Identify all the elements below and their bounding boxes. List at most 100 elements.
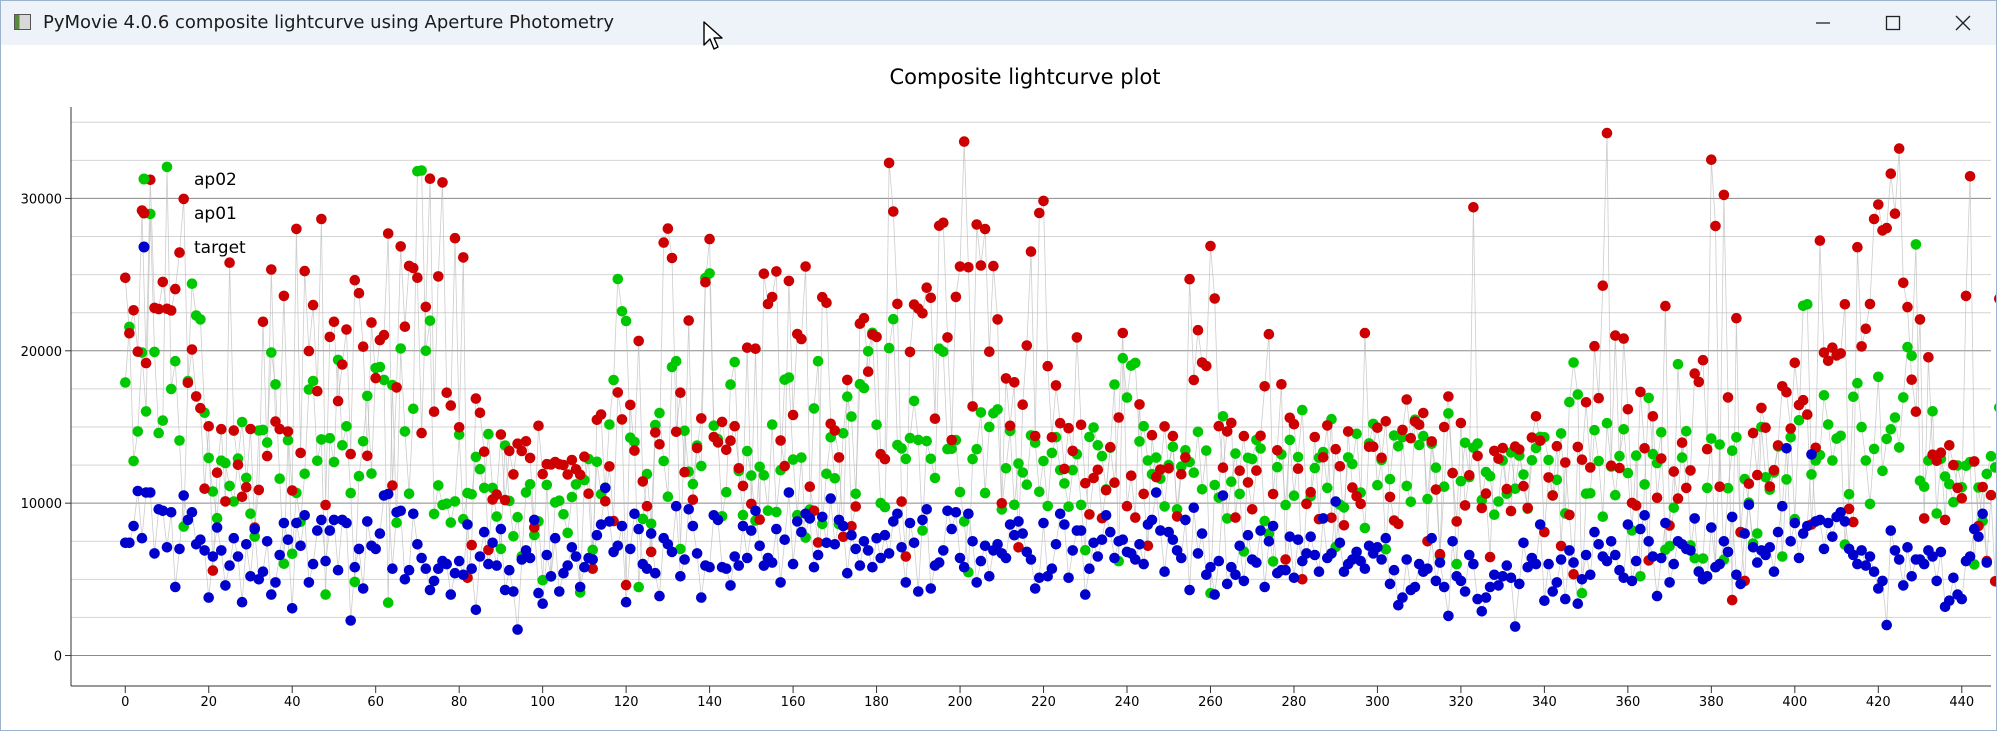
minimize-button[interactable] bbox=[1788, 1, 1858, 45]
ap02-point bbox=[1443, 408, 1454, 419]
ap01-point bbox=[1514, 444, 1525, 455]
ap01-point bbox=[253, 484, 265, 496]
ap01-point bbox=[1276, 379, 1287, 390]
target-point bbox=[374, 528, 386, 539]
ap02-point bbox=[541, 479, 553, 491]
title-bar[interactable]: PyMovie 4.0.6 composite lightcurve using… bbox=[1, 1, 1996, 45]
target-point bbox=[862, 545, 874, 556]
target-point bbox=[771, 523, 782, 535]
target-point bbox=[1560, 593, 1571, 605]
target-point bbox=[382, 488, 394, 500]
target-point bbox=[992, 539, 1003, 550]
ap01-point bbox=[1476, 502, 1488, 514]
ap02-point bbox=[1267, 556, 1279, 567]
target-point bbox=[165, 507, 177, 518]
minimize-icon bbox=[1816, 22, 1830, 24]
ap01-point bbox=[1668, 466, 1680, 477]
ap01-point bbox=[804, 481, 816, 493]
ap01-point bbox=[1426, 436, 1437, 447]
y-axis-ticks: 0 10000 20000 30000 bbox=[21, 192, 71, 665]
ap02-point bbox=[1981, 468, 1993, 480]
ap01-point bbox=[1176, 468, 1187, 480]
ap02-point bbox=[303, 384, 315, 395]
ap02-point bbox=[879, 501, 891, 513]
ap01-point bbox=[1526, 432, 1538, 443]
ap02-point bbox=[645, 518, 657, 530]
lightcurve-chart[interactable]: Composite lightcurve plot 0 20 40 60 80 100 12… bbox=[1, 45, 1997, 731]
ap01-point bbox=[1180, 452, 1191, 463]
ap01-point bbox=[1246, 504, 1258, 515]
ap01-point bbox=[796, 333, 807, 345]
target-point bbox=[1898, 580, 1909, 591]
ap01-point bbox=[1405, 432, 1417, 444]
ap01-point bbox=[174, 247, 185, 258]
ap01-point bbox=[195, 402, 206, 414]
target-point bbox=[1130, 554, 1141, 565]
ap01-point bbox=[600, 496, 611, 507]
target-point bbox=[257, 566, 269, 577]
target-point bbox=[1330, 496, 1341, 507]
close-button[interactable] bbox=[1928, 1, 1997, 45]
ap01-point bbox=[1555, 540, 1567, 552]
ap01-point bbox=[1697, 354, 1709, 366]
plot-area[interactable]: Composite lightcurve plot 0 20 40 60 80 100 12… bbox=[1, 45, 1997, 731]
target-point bbox=[1351, 546, 1362, 558]
target-point bbox=[1205, 561, 1216, 573]
target-point bbox=[1927, 551, 1938, 562]
ap01-point bbox=[1493, 453, 1504, 465]
ap01-point bbox=[1714, 481, 1725, 493]
ap02-point bbox=[1493, 496, 1504, 507]
ap01-point bbox=[533, 420, 544, 432]
ap01-point bbox=[992, 314, 1003, 325]
x-tick-label: 220 bbox=[1031, 695, 1056, 710]
ap02-point bbox=[1848, 391, 1859, 403]
ap01-point bbox=[842, 374, 853, 386]
ap01-point bbox=[587, 563, 598, 574]
ap02-point bbox=[1889, 412, 1901, 423]
ap02-point bbox=[954, 486, 966, 498]
ap02-point bbox=[1088, 422, 1099, 433]
ap02-point bbox=[687, 478, 699, 490]
ap02-point bbox=[324, 432, 336, 444]
ap02-point bbox=[708, 420, 720, 432]
ap02-point bbox=[1380, 544, 1392, 555]
target-point bbox=[854, 560, 866, 571]
target-point bbox=[725, 580, 736, 591]
ap02-point bbox=[662, 491, 674, 503]
ap01-point bbox=[700, 276, 711, 288]
target-point bbox=[1534, 519, 1546, 530]
ap01-point bbox=[1685, 465, 1696, 476]
target-point bbox=[1626, 575, 1638, 587]
ap02-point bbox=[821, 468, 832, 480]
target-point bbox=[1981, 557, 1993, 568]
ap02-point bbox=[478, 482, 490, 494]
ap01-point bbox=[1192, 324, 1204, 336]
ap02-point bbox=[992, 404, 1003, 415]
ap02-point bbox=[1918, 481, 1930, 493]
maximize-button[interactable] bbox=[1858, 1, 1928, 45]
ap02-point bbox=[353, 470, 365, 482]
ap02-point bbox=[1893, 442, 1905, 453]
ap01-point bbox=[124, 328, 135, 339]
target-point bbox=[1464, 549, 1475, 561]
target-point bbox=[1401, 554, 1412, 565]
ap01-point bbox=[537, 468, 548, 480]
ap02-point bbox=[1639, 479, 1650, 490]
ap01-point bbox=[1580, 397, 1592, 408]
target-point bbox=[495, 523, 507, 535]
ap01-point bbox=[274, 423, 286, 435]
ap02-point bbox=[374, 361, 386, 373]
ap02-point bbox=[591, 456, 603, 468]
target-point bbox=[533, 587, 544, 599]
target-point bbox=[858, 536, 870, 547]
ap02-point bbox=[1852, 377, 1863, 389]
ap02-point bbox=[357, 436, 369, 447]
ap01-point bbox=[1050, 380, 1062, 391]
target-point bbox=[1660, 517, 1671, 529]
target-point bbox=[1889, 545, 1901, 556]
ap02-point bbox=[1038, 455, 1049, 467]
ap01-point bbox=[441, 387, 453, 399]
ap01-point bbox=[950, 291, 962, 303]
ap02-point bbox=[883, 342, 895, 354]
target-point bbox=[1159, 566, 1170, 577]
